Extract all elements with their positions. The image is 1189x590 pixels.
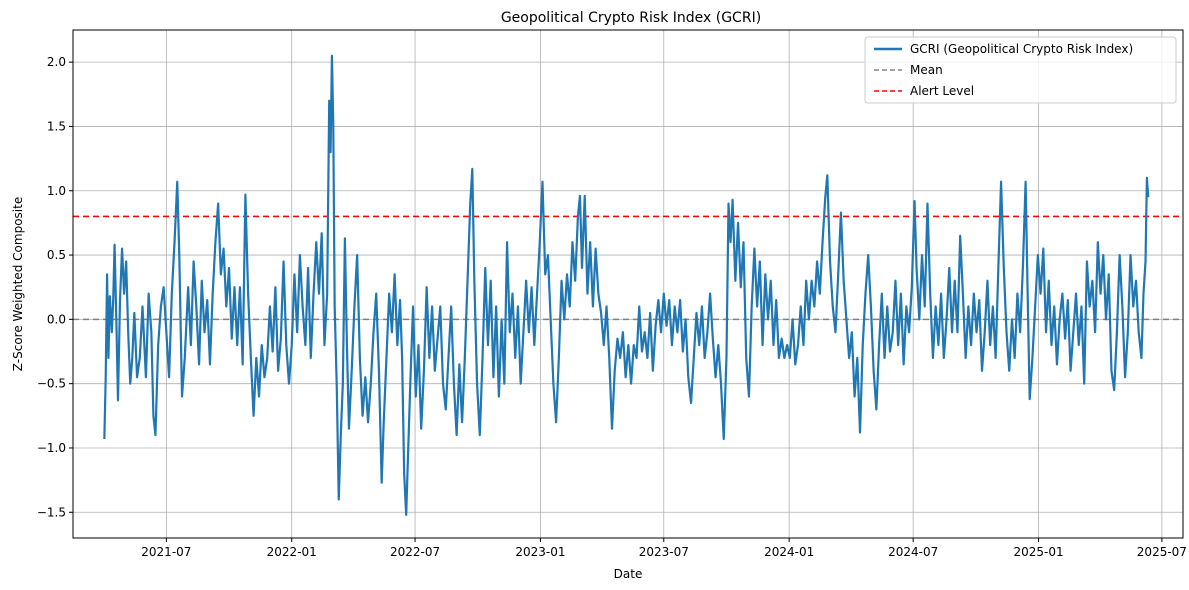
y-tick-label: −1.0: [37, 441, 66, 455]
x-tick-label: 2024-07: [888, 545, 938, 559]
x-tick-label: 2024-01: [764, 545, 814, 559]
x-tick-label: 2021-07: [141, 545, 191, 559]
y-axis-label: Z-Score Weighted Composite: [11, 197, 25, 371]
x-tick-label: 2023-01: [515, 545, 565, 559]
plot-frame: [72, 29, 1184, 539]
plot-area: [73, 30, 1183, 538]
y-tick-label: 2.0: [47, 55, 66, 69]
y-tick-label: 1.0: [47, 184, 66, 198]
legend-label-alert-level: Alert Level: [910, 84, 974, 98]
x-tick-label: 2022-07: [390, 545, 440, 559]
y-tick-label: −1.5: [37, 505, 66, 519]
y-axis-ticks: −1.5 −1.0 −0.5 0.0 0.5 1.0 1.5 2.0: [37, 55, 73, 519]
x-tick-label: 2025-07: [1137, 545, 1187, 559]
series-group: [103, 54, 1150, 516]
y-tick-label: −0.5: [37, 377, 66, 391]
reference-lines: [73, 215, 1183, 321]
y-tick-label: 1.5: [47, 119, 66, 133]
x-axis-label: Date: [614, 567, 643, 581]
x-tick-label: 2022-01: [267, 545, 317, 559]
legend-label-gcri: GCRI (Geopolitical Crypto Risk Index): [910, 42, 1133, 56]
y-tick-label: 0.5: [47, 248, 66, 262]
x-tick-label: 2023-07: [639, 545, 689, 559]
x-tick-label: 2025-01: [1013, 545, 1063, 559]
y-tick-label: 0.0: [47, 312, 66, 326]
legend-label-mean: Mean: [910, 63, 943, 77]
legend: GCRI (Geopolitical Crypto Risk Index) Me…: [864, 36, 1177, 104]
x-axis-ticks: 2021-07 2022-01 2022-07 2023-01 2023-07 2024-…: [141, 538, 1187, 559]
gcri-line: [103, 54, 1150, 516]
chart-title: Geopolitical Crypto Risk Index (GCRI): [501, 10, 761, 26]
legend-box: [864, 36, 1177, 104]
